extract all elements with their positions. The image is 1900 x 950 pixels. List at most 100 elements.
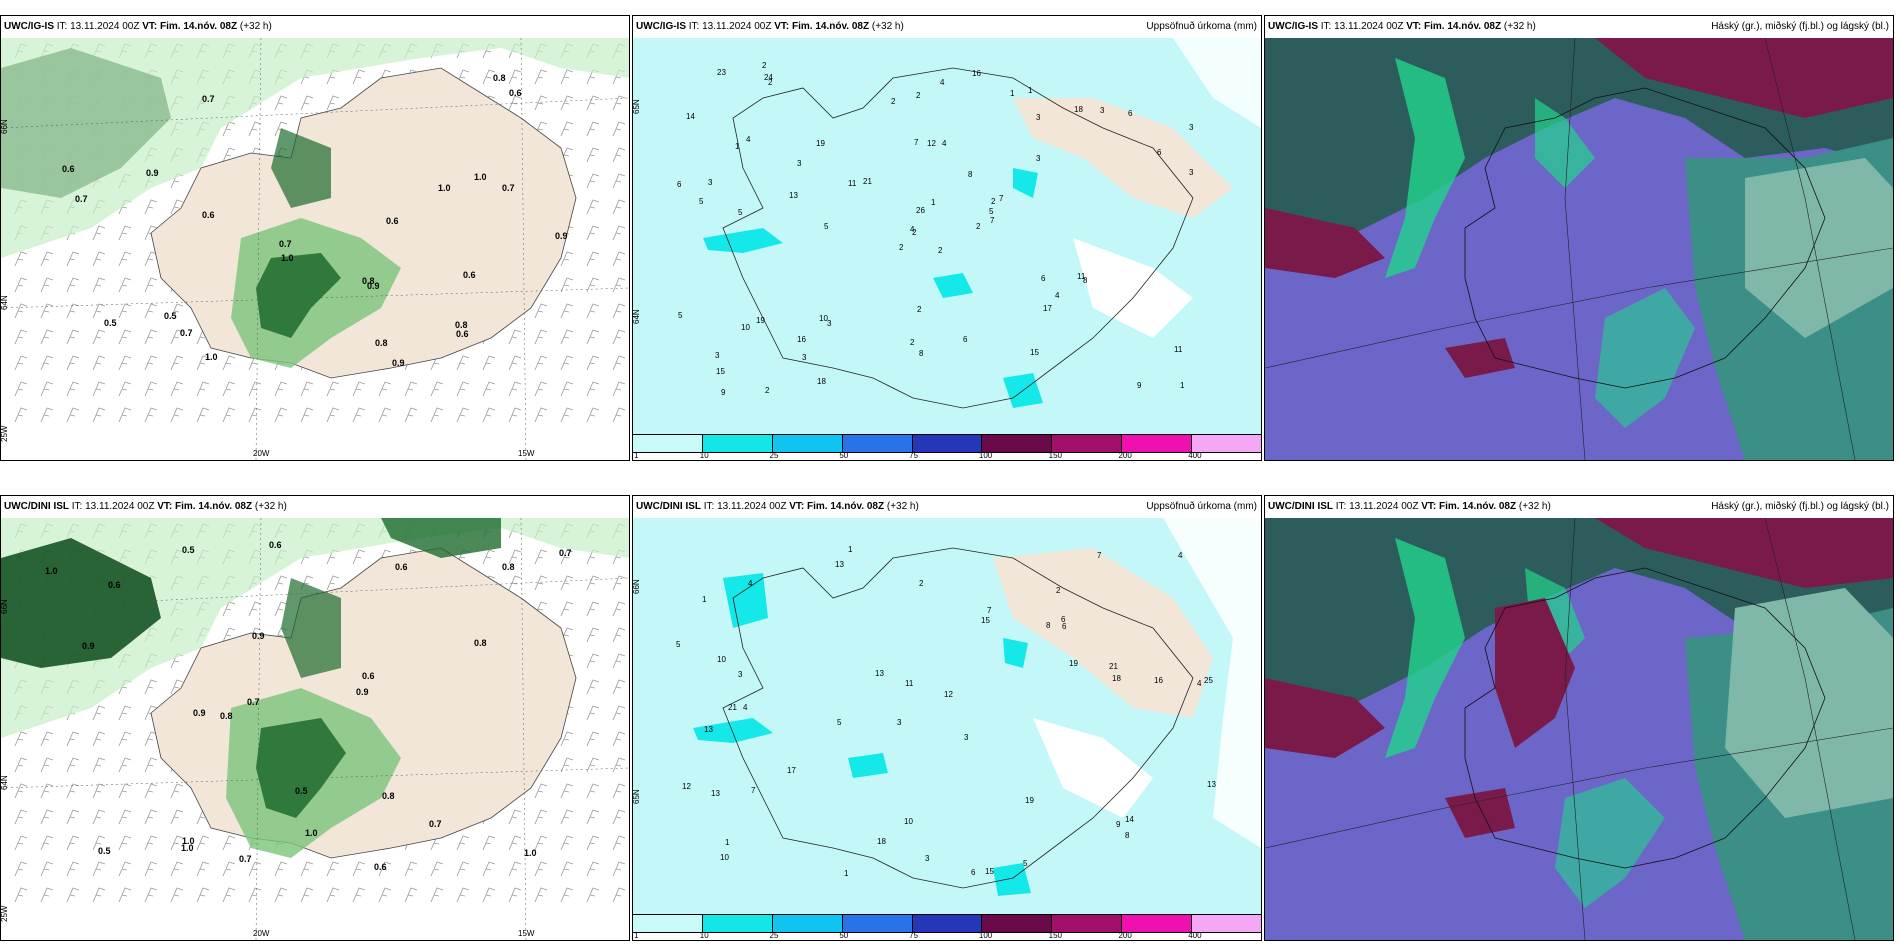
value-label: 15 <box>716 367 725 376</box>
legend-swatch <box>1052 435 1123 452</box>
valid-time: Fim. 14.nóv. 08Z <box>160 21 238 32</box>
wind-barb <box>222 835 236 851</box>
wind-barb <box>560 355 574 371</box>
wind-barb <box>92 835 106 851</box>
wind-barb <box>586 355 600 371</box>
wind-barb <box>14 861 28 877</box>
legend-tick: 200 <box>1118 931 1132 940</box>
cloud-map[interactable] <box>1265 38 1893 460</box>
value-label: 0.6 <box>456 329 469 339</box>
value-labels: 2123231432215323278192115312784256342261… <box>677 61 1194 397</box>
init-time: 13.11.2024 00Z <box>1334 21 1404 32</box>
wind-barb <box>560 95 574 111</box>
value-label: 3 <box>715 351 720 360</box>
precip-map[interactable]: 2123231432215323278192115312784256342261… <box>633 38 1261 445</box>
wind-barb <box>118 225 132 241</box>
value-label: 11 <box>1077 272 1086 281</box>
wind-barb <box>560 809 574 825</box>
wind-barb <box>92 705 106 721</box>
cloud-pale-east <box>1745 158 1893 338</box>
wind-barb <box>508 69 522 85</box>
legend-swatch <box>633 435 703 452</box>
wind-barb <box>482 407 496 423</box>
wind-barb <box>92 861 106 877</box>
value-label: 4 <box>1178 551 1183 560</box>
wind-barb <box>560 601 574 617</box>
wind-map[interactable]: 0.90.70.50.9 1.00.80.90.61.00.70.50.60.70… <box>1 38 629 460</box>
panel-header: UWC/IG-IS IT: 13.11.2024 00Z VT: Fim. 14… <box>1265 16 1893 38</box>
value-label: 0.8 <box>502 562 515 572</box>
value-label: 3 <box>1189 123 1194 132</box>
legend-tick: 400 <box>1188 451 1202 460</box>
panel-clouds-top[interactable]: UWC/IG-IS IT: 13.11.2024 00Z VT: Fim. 14… <box>1264 15 1894 461</box>
cloud-map[interactable] <box>1265 518 1893 940</box>
wind-barb <box>118 835 132 851</box>
heavy-precip <box>848 753 888 778</box>
panel-wind-bottom[interactable]: UWC/DINI ISL IT: 13.11.2024 00Z VT: Fim.… <box>0 495 630 941</box>
value-label: 0.6 <box>108 580 121 590</box>
wind-barb <box>118 861 132 877</box>
wind-barb <box>196 861 210 877</box>
dry-area-east <box>1013 98 1233 218</box>
wind-barb <box>326 381 340 397</box>
legend-tick: 1 <box>634 931 639 940</box>
value-label: 0.9 <box>146 168 159 178</box>
panel-wind-top[interactable]: UWC/IG-IS IT: 13.11.2024 00Z VT: Fim. 14… <box>0 15 630 461</box>
wind-barb <box>14 355 28 371</box>
heavy-precip <box>933 273 973 298</box>
legend-swatch <box>982 435 1053 452</box>
value-label: 0.7 <box>75 194 88 204</box>
precip-green-ne <box>381 518 501 558</box>
value-label: 8 <box>968 170 973 179</box>
value-label: 0.6 <box>362 671 375 681</box>
wind-barb <box>40 835 54 851</box>
wind-barb <box>612 887 626 903</box>
precip-green-dark-center <box>256 718 346 818</box>
wind-barb <box>612 277 626 293</box>
wind-barb <box>560 407 574 423</box>
value-label: 0.9 <box>82 641 95 651</box>
wind-barb <box>144 381 158 397</box>
wind-barb <box>612 705 626 721</box>
wind-barb <box>508 835 522 851</box>
value-label: 1.0 <box>182 836 195 846</box>
panel-header: UWC/DINI ISL IT: 13.11.2024 00Z VT: Fim.… <box>1265 496 1893 518</box>
lon-label: 20W <box>253 929 270 938</box>
wind-barb <box>378 861 392 877</box>
panel-precip-top[interactable]: UWC/IG-IS IT: 13.11.2024 00Z VT: Fim. 14… <box>632 15 1262 461</box>
wind-map[interactable]: 0.7 0.6 1.0 0.7 0.5 0.6 0.9 1.0 0.6 0.9 0.8 1.0 0.7 0… <box>1 518 629 940</box>
value-label: 0.8 <box>455 320 468 330</box>
wind-barb <box>612 381 626 397</box>
wind-barb <box>404 407 418 423</box>
value-labels: 0.7 0.6 1.0 0.7 0.5 0.6 0.9 1.0 0.6 0.9 0.8 1.0 0.7 0… <box>45 540 572 872</box>
legend-tick: 25 <box>769 451 779 460</box>
wind-barb <box>300 407 314 423</box>
wind-barb <box>482 69 496 85</box>
wind-barb <box>586 627 600 643</box>
wind-barb <box>612 225 626 241</box>
value-label: 7 <box>990 216 995 225</box>
cloud-red-south <box>1445 338 1515 378</box>
value-label: 4 <box>746 135 751 144</box>
wind-barb <box>586 679 600 695</box>
value-label: 25 <box>1204 676 1213 685</box>
value-label: 2 <box>765 386 770 395</box>
value-label: 1.0 <box>181 843 194 853</box>
value-label: 0.9 <box>555 231 568 241</box>
value-label: 0.5 <box>182 545 195 555</box>
wind-barb <box>92 277 106 293</box>
wind-barb <box>170 887 184 903</box>
wind-barb <box>534 809 548 825</box>
heavy-precip <box>693 718 773 743</box>
lat-label: 66N <box>1 119 9 134</box>
dry-area-north <box>1173 38 1261 128</box>
wind-barb <box>586 705 600 721</box>
value-label: 14 <box>686 112 695 121</box>
legend-swatch <box>982 915 1053 932</box>
init-time: 13.11.2024 00Z <box>85 501 155 512</box>
dry-area-se <box>1073 238 1193 338</box>
panel-precip-bottom[interactable]: UWC/DINI ISL IT: 13.11.2024 00Z VT: Fim.… <box>632 495 1262 941</box>
wind-barb <box>118 355 132 371</box>
panel-clouds-bottom[interactable]: UWC/DINI ISL IT: 13.11.2024 00Z VT: Fim.… <box>1264 495 1894 941</box>
